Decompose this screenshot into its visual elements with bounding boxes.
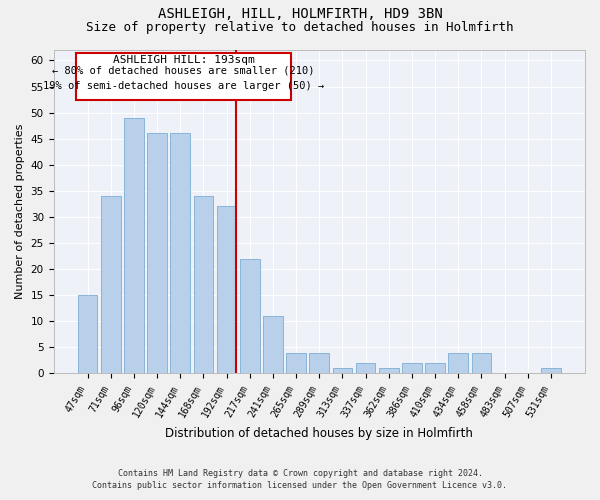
Bar bbox=[124, 118, 144, 374]
Text: Contains HM Land Registry data © Crown copyright and database right 2024.: Contains HM Land Registry data © Crown c… bbox=[118, 470, 482, 478]
Bar bbox=[541, 368, 561, 374]
Bar bbox=[101, 196, 121, 374]
Bar bbox=[263, 316, 283, 374]
Text: ASHLEIGH, HILL, HOLMFIRTH, HD9 3BN: ASHLEIGH, HILL, HOLMFIRTH, HD9 3BN bbox=[158, 8, 442, 22]
Bar bbox=[170, 134, 190, 374]
Text: ← 80% of detached houses are smaller (210): ← 80% of detached houses are smaller (21… bbox=[52, 66, 315, 76]
Bar bbox=[77, 295, 97, 374]
Bar bbox=[425, 363, 445, 374]
Bar bbox=[379, 368, 398, 374]
Bar bbox=[217, 206, 236, 374]
X-axis label: Distribution of detached houses by size in Holmfirth: Distribution of detached houses by size … bbox=[166, 427, 473, 440]
Bar bbox=[240, 258, 260, 374]
Bar bbox=[194, 196, 213, 374]
Text: Size of property relative to detached houses in Holmfirth: Size of property relative to detached ho… bbox=[86, 21, 514, 34]
Bar bbox=[356, 363, 376, 374]
Y-axis label: Number of detached properties: Number of detached properties bbox=[15, 124, 25, 300]
Text: ASHLEIGH HILL: 193sqm: ASHLEIGH HILL: 193sqm bbox=[113, 55, 254, 65]
Text: Contains public sector information licensed under the Open Government Licence v3: Contains public sector information licen… bbox=[92, 482, 508, 490]
Bar bbox=[286, 352, 306, 374]
Bar bbox=[448, 352, 468, 374]
Bar bbox=[332, 368, 352, 374]
Bar bbox=[472, 352, 491, 374]
Bar bbox=[310, 352, 329, 374]
Bar bbox=[402, 363, 422, 374]
Text: 19% of semi-detached houses are larger (50) →: 19% of semi-detached houses are larger (… bbox=[43, 82, 325, 92]
Bar bbox=[147, 134, 167, 374]
